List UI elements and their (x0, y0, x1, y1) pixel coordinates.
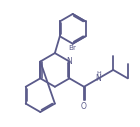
Text: H: H (96, 71, 101, 76)
Text: N: N (67, 57, 72, 66)
Text: O: O (81, 102, 87, 111)
Text: Br: Br (69, 45, 77, 51)
Text: N: N (96, 74, 102, 83)
